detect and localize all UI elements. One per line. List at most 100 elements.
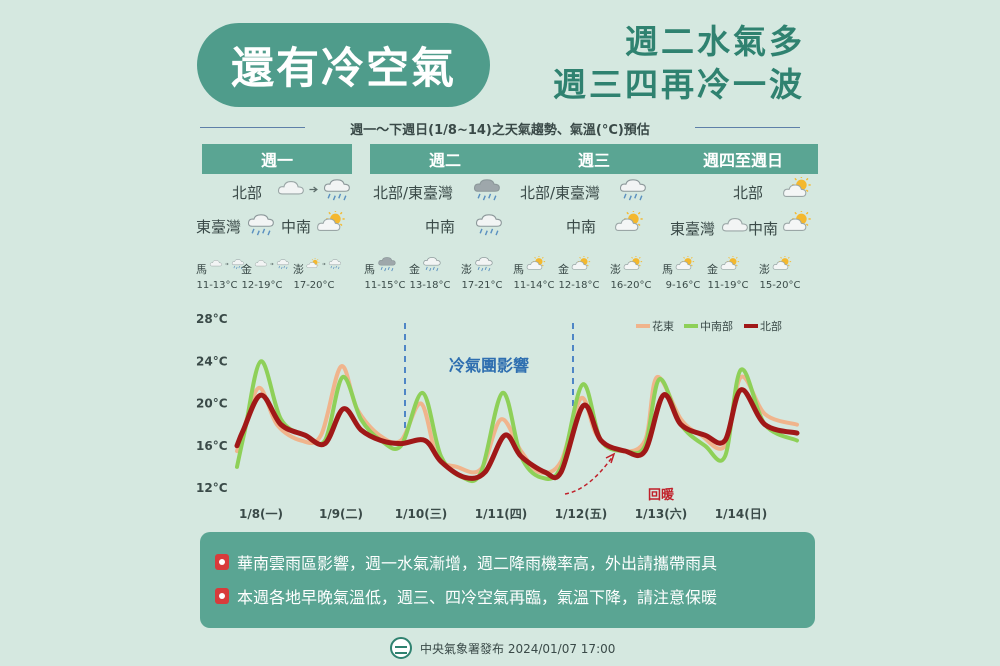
data-point (422, 392, 424, 394)
legend-label: 花東 (652, 320, 674, 333)
sun-cloud-icon (720, 256, 740, 270)
data-point (380, 439, 382, 442)
cloud-rain-icon (276, 259, 290, 270)
note-1: 華南雲雨區影響，週一水氣漸增，週二降雨機率高，外出請攜帶雨具 (215, 550, 717, 574)
data-point (740, 376, 742, 378)
sun-cloud-icon (571, 256, 591, 270)
cloud-rain-icon (231, 259, 245, 270)
data-point (236, 445, 238, 447)
island-name: 金 (241, 263, 252, 276)
island-temp: 15-20°C (759, 280, 801, 291)
data-point (724, 439, 726, 442)
day-header-4: 週四至週日 (668, 144, 818, 174)
data-point (500, 418, 502, 420)
data-point (680, 424, 682, 426)
annotation-warming: 回暖 (648, 487, 675, 503)
island-name: 澎 (293, 263, 304, 276)
page-title: 還有冷空氣 (231, 44, 456, 94)
island-temp: 11-15°C (364, 280, 406, 291)
headline-line-1: 週二水氣多 (625, 22, 805, 61)
data-point (340, 365, 342, 368)
data-point (724, 455, 726, 457)
arrow-icon (309, 186, 318, 193)
island-name: 馬 (662, 263, 673, 276)
island-temp: 9-16°C (665, 280, 701, 291)
data-point (580, 397, 582, 399)
day-header-2: 週二 (370, 144, 520, 174)
sun-cloud-icon (772, 256, 792, 270)
data-point (260, 360, 262, 362)
data-point (440, 460, 442, 463)
dark-cloud-rain-icon (378, 257, 396, 272)
region-label: 東臺灣 (670, 220, 716, 238)
data-point (324, 443, 326, 445)
region-label: 北部/東臺灣 (520, 184, 601, 202)
region-label: 中南 (425, 218, 456, 236)
data-point (440, 455, 442, 457)
sun-cloud-icon (675, 256, 695, 270)
data-point (258, 387, 260, 389)
legend-label: 中南部 (700, 319, 733, 333)
data-point (280, 424, 282, 426)
island-temp: 13-18°C (409, 280, 451, 291)
data-point (260, 394, 262, 396)
title-pill: 還有冷空氣 (197, 23, 490, 107)
data-point (342, 408, 344, 410)
data-point (624, 450, 626, 452)
cloud-rain-icon (423, 257, 441, 272)
day-header-1: 週一 (202, 144, 352, 174)
island-name: 澎 (610, 263, 621, 276)
island-name: 金 (707, 263, 718, 276)
island-name: 澎 (461, 263, 472, 276)
data-point (378, 434, 380, 436)
data-point (582, 383, 584, 386)
data-point (420, 402, 422, 405)
cwa-logo-icon (390, 637, 412, 659)
data-point (644, 450, 646, 452)
series-line-2 (235, 359, 799, 484)
island-name: 金 (409, 263, 420, 276)
island-temp: 11-13°C (196, 280, 238, 291)
island-temp: 17-21°C (461, 280, 503, 291)
cloud-rain-icon (475, 257, 493, 272)
cloud-rain-icon (475, 214, 502, 236)
region-label: 中南 (566, 218, 597, 236)
sun-cloud-icon (783, 177, 811, 197)
data-point (242, 429, 244, 431)
warming-arrowhead (605, 452, 616, 464)
data-point (764, 413, 766, 415)
y-tick-label: 20°C (196, 397, 228, 411)
data-point (796, 432, 798, 434)
island-temp: 11-14°C (513, 280, 555, 291)
warming-arrow (564, 455, 614, 495)
data-point (464, 476, 466, 479)
sun-cloud-icon (306, 258, 320, 268)
data-point (276, 424, 278, 426)
divider-left (200, 127, 305, 128)
annotation-cold-air: 冷氣團影響 (449, 356, 529, 375)
alert-icon (215, 588, 229, 604)
arrow-icon (322, 262, 326, 266)
y-tick-label: 16°C (196, 439, 228, 453)
cloud-icon (209, 260, 223, 267)
data-point (704, 434, 706, 436)
cloud-rain-icon (328, 259, 342, 270)
data-point (658, 378, 661, 380)
region-label: 北部 (733, 184, 764, 202)
data-point (400, 443, 402, 445)
data-point (320, 434, 322, 436)
cloud-rain-icon (323, 179, 350, 201)
data-point (342, 376, 344, 378)
data-point (796, 424, 798, 426)
data-point (740, 369, 742, 371)
dark-cloud-rain-icon (473, 179, 500, 201)
data-point (484, 471, 486, 473)
island-temp: 11-19°C (707, 280, 749, 291)
data-point (280, 418, 282, 420)
headline-line-2: 週三四再冷一波 (553, 65, 805, 104)
data-point (680, 418, 682, 420)
x-tick-label: 1/8(一) (239, 507, 283, 521)
data-point (544, 471, 546, 473)
footer: 中央氣象署發布 2024/01/07 17:00 (390, 637, 615, 659)
